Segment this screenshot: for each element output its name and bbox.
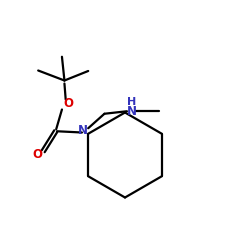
Text: N: N [78,124,88,137]
Text: N: N [127,105,137,118]
Text: O: O [32,148,42,161]
Text: H: H [128,97,136,107]
Text: O: O [64,96,74,110]
